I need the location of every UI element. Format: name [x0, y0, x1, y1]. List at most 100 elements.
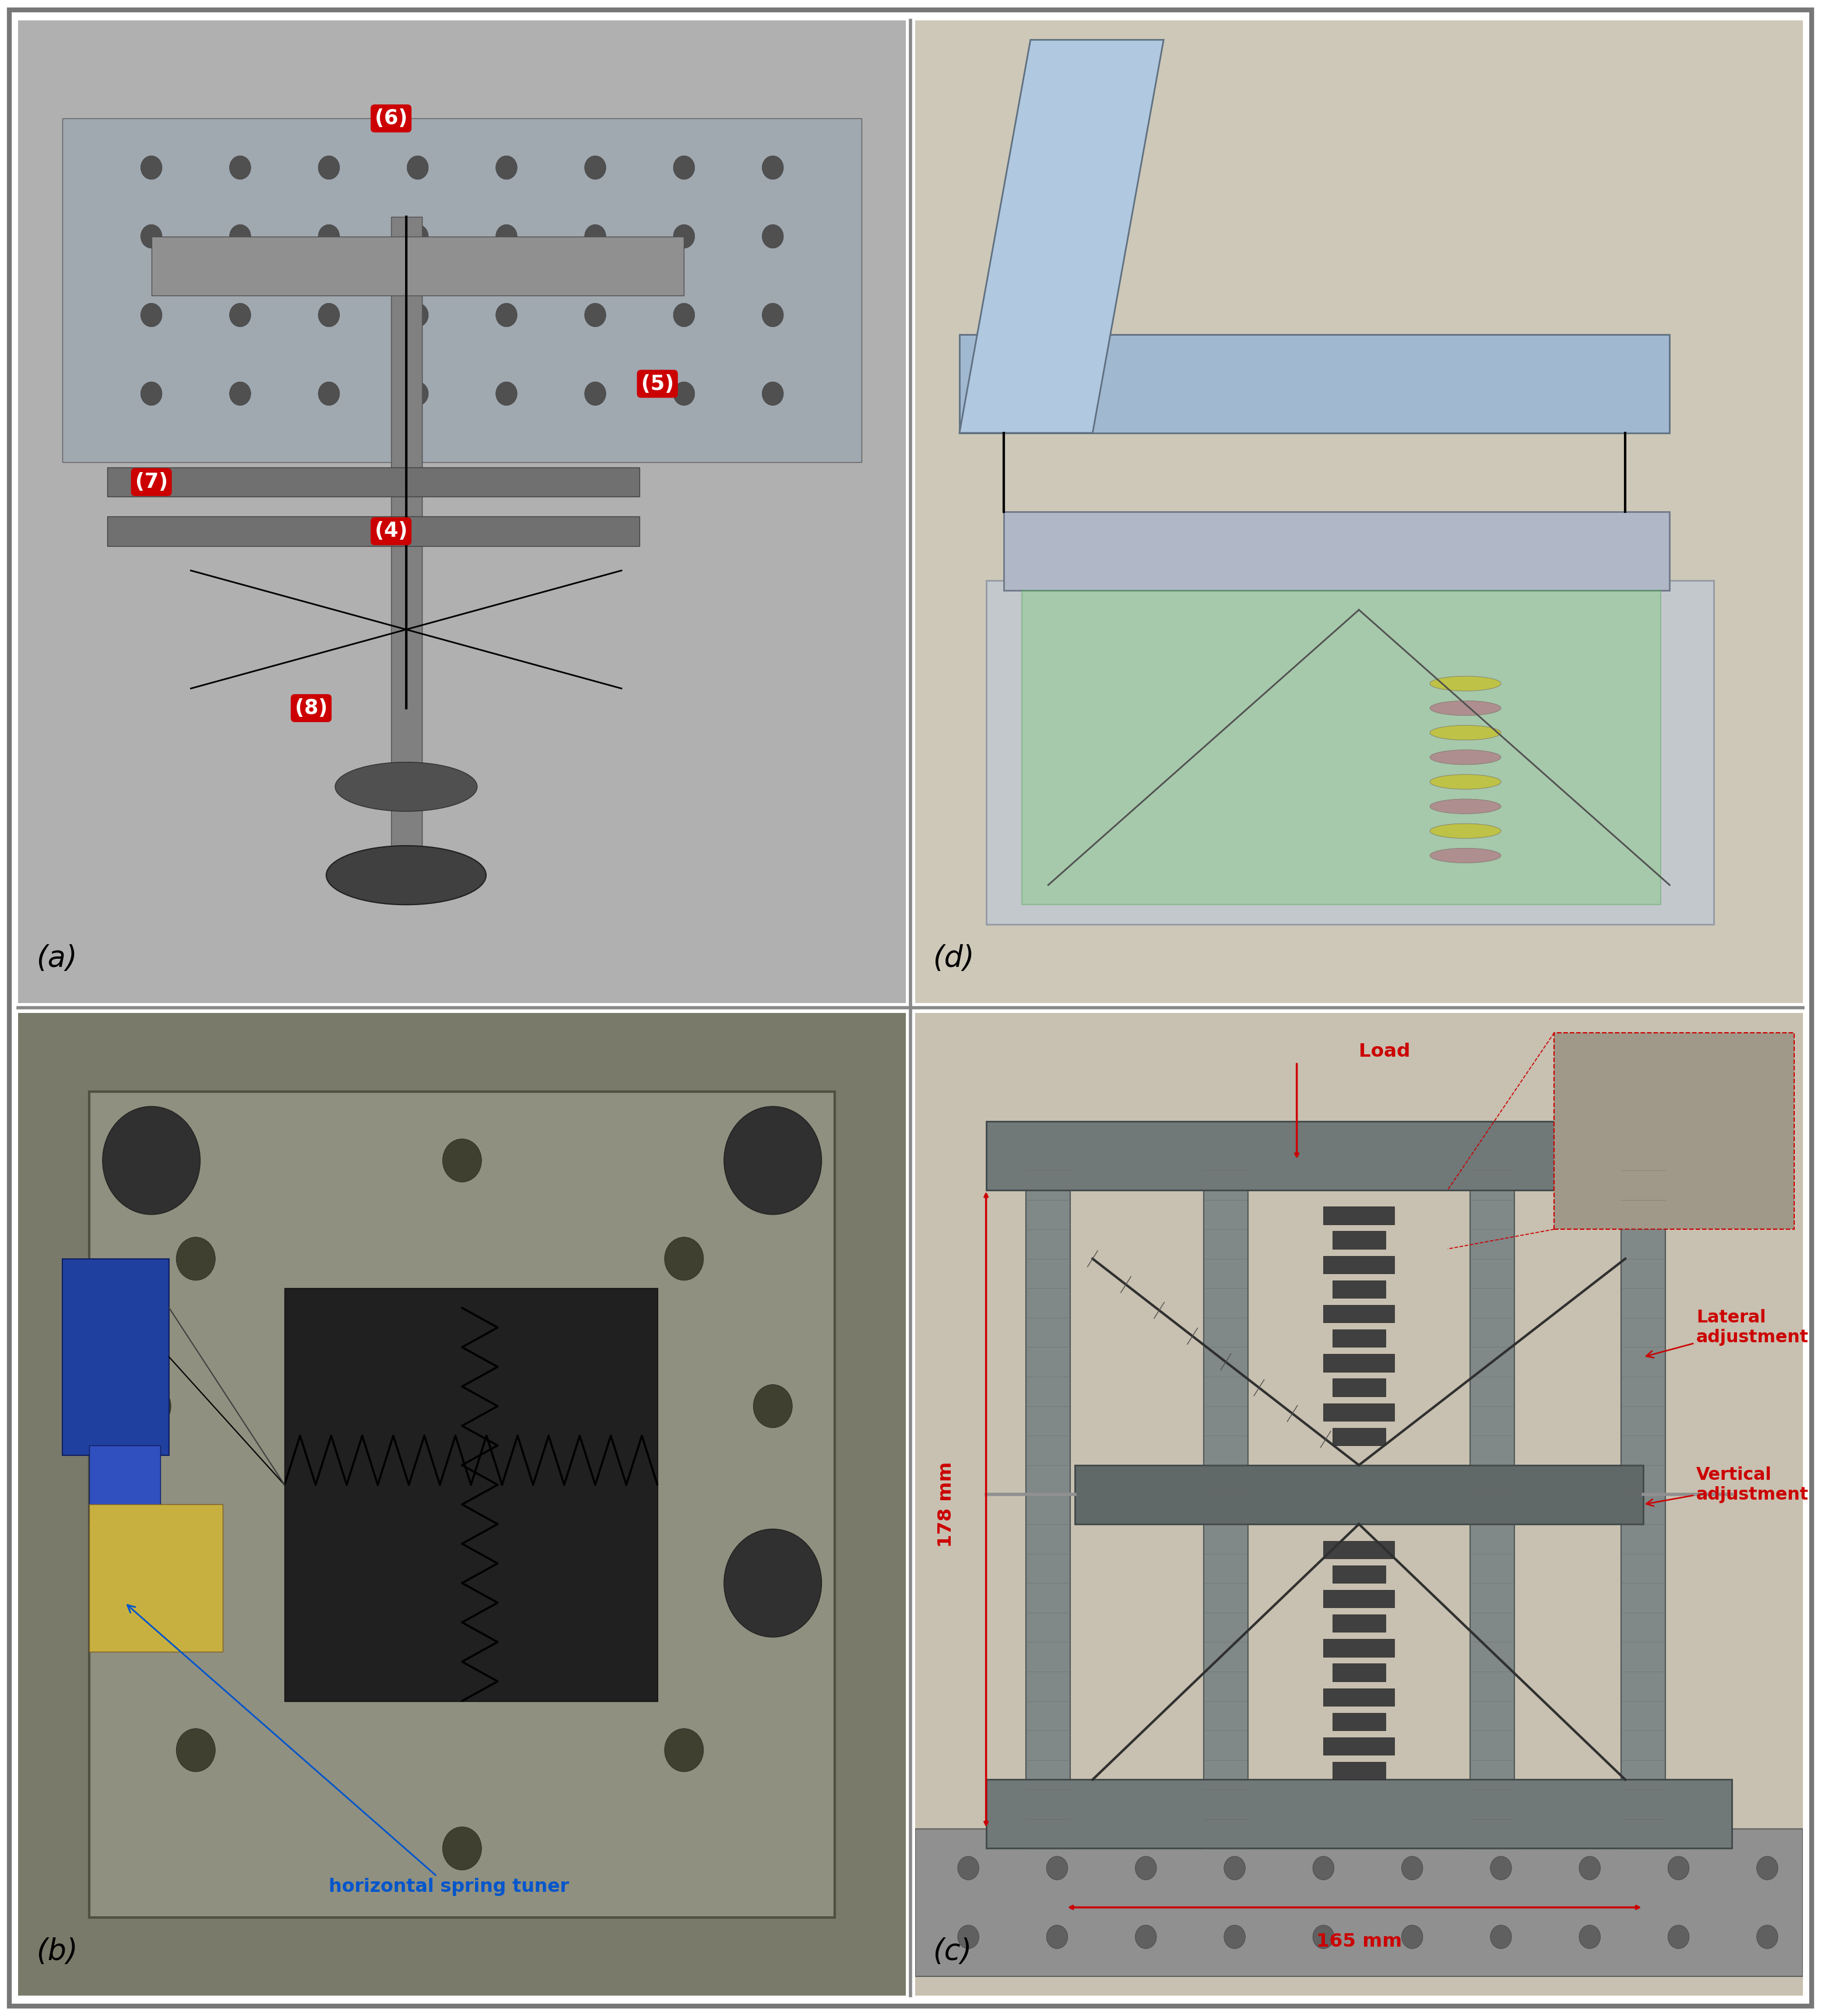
- Text: Load: Load: [1358, 1042, 1411, 1060]
- Bar: [62, 1258, 169, 1456]
- Circle shape: [958, 1925, 980, 1949]
- Circle shape: [1134, 1857, 1156, 1879]
- Circle shape: [665, 1728, 703, 1772]
- Text: (b): (b): [36, 1937, 78, 1966]
- Circle shape: [408, 224, 428, 248]
- Circle shape: [495, 155, 517, 179]
- Circle shape: [495, 224, 517, 248]
- Circle shape: [177, 1728, 215, 1772]
- Circle shape: [140, 224, 162, 248]
- Circle shape: [1224, 1857, 1246, 1879]
- Ellipse shape: [1429, 774, 1501, 788]
- Text: 178 mm: 178 mm: [938, 1462, 956, 1548]
- Bar: [1324, 1403, 1395, 1421]
- Circle shape: [408, 381, 428, 405]
- Circle shape: [665, 1238, 703, 1280]
- Circle shape: [1490, 1925, 1511, 1949]
- Bar: [107, 516, 639, 546]
- Circle shape: [674, 302, 694, 327]
- Circle shape: [585, 381, 606, 405]
- Bar: [1324, 1738, 1395, 1756]
- Bar: [284, 1288, 657, 1702]
- Bar: [1324, 1304, 1395, 1322]
- Bar: [1324, 1256, 1395, 1274]
- Ellipse shape: [1429, 702, 1501, 716]
- Text: (4): (4): [375, 522, 408, 540]
- Circle shape: [102, 1107, 200, 1214]
- Circle shape: [763, 381, 783, 405]
- Circle shape: [585, 302, 606, 327]
- Circle shape: [102, 1528, 200, 1637]
- Bar: [1333, 1379, 1386, 1397]
- Circle shape: [958, 1857, 980, 1879]
- Bar: [1553, 1032, 1794, 1230]
- Ellipse shape: [335, 762, 477, 810]
- Text: (7): (7): [135, 472, 168, 492]
- Bar: [1324, 1540, 1395, 1558]
- Circle shape: [140, 155, 162, 179]
- Bar: [914, 1829, 1803, 1976]
- Ellipse shape: [1429, 798, 1501, 814]
- Circle shape: [725, 1107, 821, 1214]
- Circle shape: [1047, 1857, 1067, 1879]
- Circle shape: [131, 1385, 171, 1427]
- Polygon shape: [960, 40, 1164, 433]
- Bar: [1333, 1232, 1386, 1248]
- Text: (8): (8): [295, 698, 328, 718]
- Bar: [1333, 1714, 1386, 1730]
- Circle shape: [443, 1826, 481, 1871]
- Bar: [1324, 1208, 1395, 1224]
- Bar: [151, 236, 685, 294]
- Circle shape: [763, 302, 783, 327]
- Circle shape: [495, 302, 517, 327]
- Bar: [1074, 1466, 1643, 1524]
- Text: (6): (6): [375, 109, 408, 129]
- Bar: [1025, 1161, 1071, 1849]
- Circle shape: [585, 155, 606, 179]
- Text: Vertical
adjustment: Vertical adjustment: [1646, 1466, 1808, 1506]
- Bar: [987, 581, 1714, 923]
- Circle shape: [674, 155, 694, 179]
- Circle shape: [140, 302, 162, 327]
- Bar: [1333, 1762, 1386, 1780]
- Circle shape: [1668, 1857, 1690, 1879]
- Bar: [1333, 1663, 1386, 1681]
- Ellipse shape: [1429, 675, 1501, 691]
- Circle shape: [1579, 1857, 1601, 1879]
- Circle shape: [319, 381, 339, 405]
- Circle shape: [229, 224, 251, 248]
- Bar: [1003, 512, 1670, 591]
- Text: (5): (5): [641, 373, 674, 393]
- Bar: [1333, 1280, 1386, 1298]
- Circle shape: [1224, 1925, 1246, 1949]
- Circle shape: [1579, 1925, 1601, 1949]
- Bar: [987, 1121, 1732, 1189]
- Circle shape: [1757, 1925, 1777, 1949]
- Circle shape: [1757, 1857, 1777, 1879]
- Circle shape: [674, 381, 694, 405]
- Bar: [1333, 1564, 1386, 1583]
- Bar: [1324, 1355, 1395, 1371]
- Bar: [1470, 1161, 1515, 1849]
- Circle shape: [1313, 1857, 1335, 1879]
- Circle shape: [1313, 1925, 1335, 1949]
- Circle shape: [408, 302, 428, 327]
- Circle shape: [1490, 1857, 1511, 1879]
- Bar: [392, 218, 422, 855]
- Ellipse shape: [1429, 825, 1501, 839]
- Circle shape: [1402, 1857, 1422, 1879]
- Circle shape: [1668, 1925, 1690, 1949]
- Text: (d): (d): [932, 943, 974, 974]
- Bar: [89, 1504, 222, 1651]
- Bar: [107, 468, 639, 496]
- Circle shape: [585, 224, 606, 248]
- Circle shape: [1047, 1925, 1067, 1949]
- Bar: [89, 1445, 160, 1524]
- Circle shape: [319, 224, 339, 248]
- Circle shape: [1402, 1925, 1422, 1949]
- Circle shape: [725, 1528, 821, 1637]
- Circle shape: [674, 224, 694, 248]
- Circle shape: [763, 155, 783, 179]
- Bar: [1324, 1639, 1395, 1657]
- Ellipse shape: [1429, 726, 1501, 740]
